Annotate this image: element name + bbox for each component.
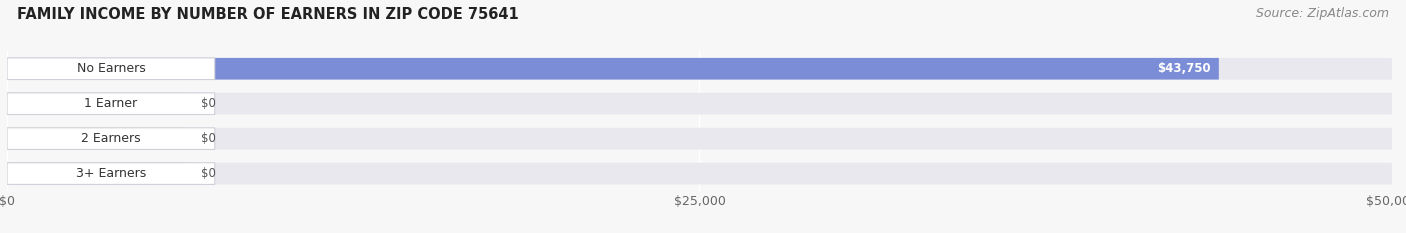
Text: $0: $0 — [201, 167, 215, 180]
Text: $0: $0 — [201, 97, 215, 110]
FancyBboxPatch shape — [7, 163, 215, 185]
FancyBboxPatch shape — [7, 58, 215, 80]
FancyBboxPatch shape — [7, 128, 215, 150]
Text: Source: ZipAtlas.com: Source: ZipAtlas.com — [1256, 7, 1389, 20]
Text: No Earners: No Earners — [76, 62, 145, 75]
Text: $43,750: $43,750 — [1157, 62, 1211, 75]
FancyBboxPatch shape — [7, 128, 187, 150]
FancyBboxPatch shape — [7, 93, 187, 115]
FancyBboxPatch shape — [7, 93, 1392, 115]
FancyBboxPatch shape — [7, 93, 215, 115]
FancyBboxPatch shape — [7, 58, 1392, 80]
FancyBboxPatch shape — [7, 128, 1392, 150]
FancyBboxPatch shape — [7, 163, 187, 185]
Text: $0: $0 — [201, 132, 215, 145]
Text: 1 Earner: 1 Earner — [84, 97, 138, 110]
FancyBboxPatch shape — [7, 163, 1392, 185]
Text: 2 Earners: 2 Earners — [82, 132, 141, 145]
FancyBboxPatch shape — [7, 58, 1219, 80]
Text: FAMILY INCOME BY NUMBER OF EARNERS IN ZIP CODE 75641: FAMILY INCOME BY NUMBER OF EARNERS IN ZI… — [17, 7, 519, 22]
Text: 3+ Earners: 3+ Earners — [76, 167, 146, 180]
